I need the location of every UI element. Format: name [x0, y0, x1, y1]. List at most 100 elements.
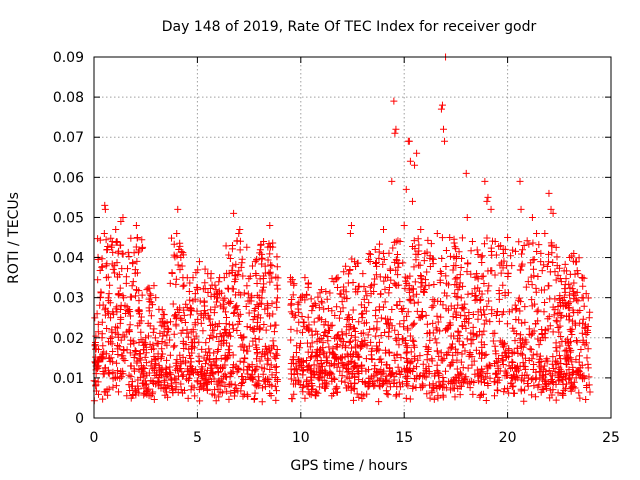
data-point — [365, 366, 373, 374]
data-point — [428, 355, 436, 363]
data-point — [109, 368, 117, 376]
data-point — [463, 213, 471, 221]
data-point — [465, 319, 473, 327]
data-point — [109, 348, 117, 356]
data-point — [429, 296, 437, 304]
data-point — [337, 308, 345, 316]
data-point — [249, 325, 257, 333]
data-point — [222, 339, 230, 347]
data-point — [480, 306, 488, 314]
data-point — [441, 137, 449, 145]
data-point — [413, 149, 421, 157]
data-point — [451, 243, 459, 251]
x-tick-labels: 0 5 10 15 20 25 — [90, 430, 620, 446]
data-point — [467, 270, 475, 278]
data-point — [287, 308, 295, 316]
data-point — [245, 342, 253, 350]
data-point — [491, 342, 499, 350]
data-point — [345, 321, 353, 329]
data-point — [240, 343, 248, 351]
data-point — [552, 344, 560, 352]
data-point — [104, 273, 112, 281]
data-point — [552, 396, 560, 404]
data-point — [340, 283, 348, 291]
data-point — [116, 241, 124, 249]
data-point — [420, 257, 428, 265]
data-point — [545, 282, 553, 290]
data-point — [116, 284, 124, 292]
x-tick-label: 10 — [292, 430, 310, 446]
data-point — [117, 315, 125, 323]
data-point — [528, 213, 536, 221]
data-point — [546, 295, 554, 303]
data-point — [532, 368, 540, 376]
data-point — [293, 366, 301, 374]
data-point — [362, 307, 370, 315]
data-point — [303, 376, 311, 384]
data-point — [376, 240, 384, 248]
data-point — [132, 221, 140, 229]
data-point — [350, 384, 358, 392]
data-point — [173, 306, 181, 314]
y-tick-labels: 0 0.01 0.02 0.03 0.04 0.05 0.06 0.07 0.08 0.09 — [53, 50, 84, 427]
data-point — [121, 333, 129, 341]
data-point — [498, 310, 506, 318]
data-point — [549, 209, 557, 217]
data-point — [267, 361, 275, 369]
y-tick-label: 0.08 — [53, 90, 84, 106]
data-point — [478, 273, 486, 281]
data-point — [406, 332, 414, 340]
data-point — [565, 280, 573, 288]
data-point — [226, 342, 234, 350]
data-point — [444, 325, 452, 333]
data-point — [369, 378, 377, 386]
data-point — [218, 289, 226, 297]
data-point — [527, 346, 535, 354]
data-point — [393, 302, 401, 310]
data-point — [166, 279, 174, 287]
data-point — [338, 328, 346, 336]
data-point — [338, 298, 346, 306]
data-point — [406, 395, 414, 403]
data-point — [141, 377, 149, 385]
data-point — [271, 363, 279, 371]
data-point — [128, 378, 136, 386]
data-point — [94, 365, 102, 373]
data-point — [331, 311, 339, 319]
data-point — [104, 243, 112, 251]
data-point — [571, 319, 579, 327]
data-point — [120, 346, 128, 354]
data-point — [393, 336, 401, 344]
data-point — [115, 271, 123, 279]
data-point — [488, 267, 496, 275]
data-point — [428, 387, 436, 395]
data-point — [253, 348, 261, 356]
data-point — [225, 251, 233, 259]
data-point — [207, 321, 215, 329]
data-point — [131, 346, 139, 354]
data-point — [209, 326, 217, 334]
data-point — [117, 217, 125, 225]
data-point — [203, 385, 211, 393]
data-point — [288, 296, 296, 304]
data-point — [319, 339, 327, 347]
data-point — [449, 340, 457, 348]
data-point — [574, 297, 582, 305]
data-point — [236, 237, 244, 245]
data-point — [175, 308, 183, 316]
data-point — [198, 372, 206, 380]
data-point — [393, 301, 401, 309]
data-point — [141, 353, 149, 361]
data-point — [150, 380, 158, 388]
data-point — [388, 322, 396, 330]
data-point — [382, 361, 390, 369]
data-point — [518, 246, 526, 254]
y-tick-label: 0 — [75, 411, 84, 427]
data-point — [345, 314, 353, 322]
data-point — [296, 344, 304, 352]
data-point — [186, 304, 194, 312]
data-point — [554, 271, 562, 279]
data-point — [555, 264, 563, 272]
data-point — [550, 365, 558, 373]
data-point — [410, 299, 418, 307]
